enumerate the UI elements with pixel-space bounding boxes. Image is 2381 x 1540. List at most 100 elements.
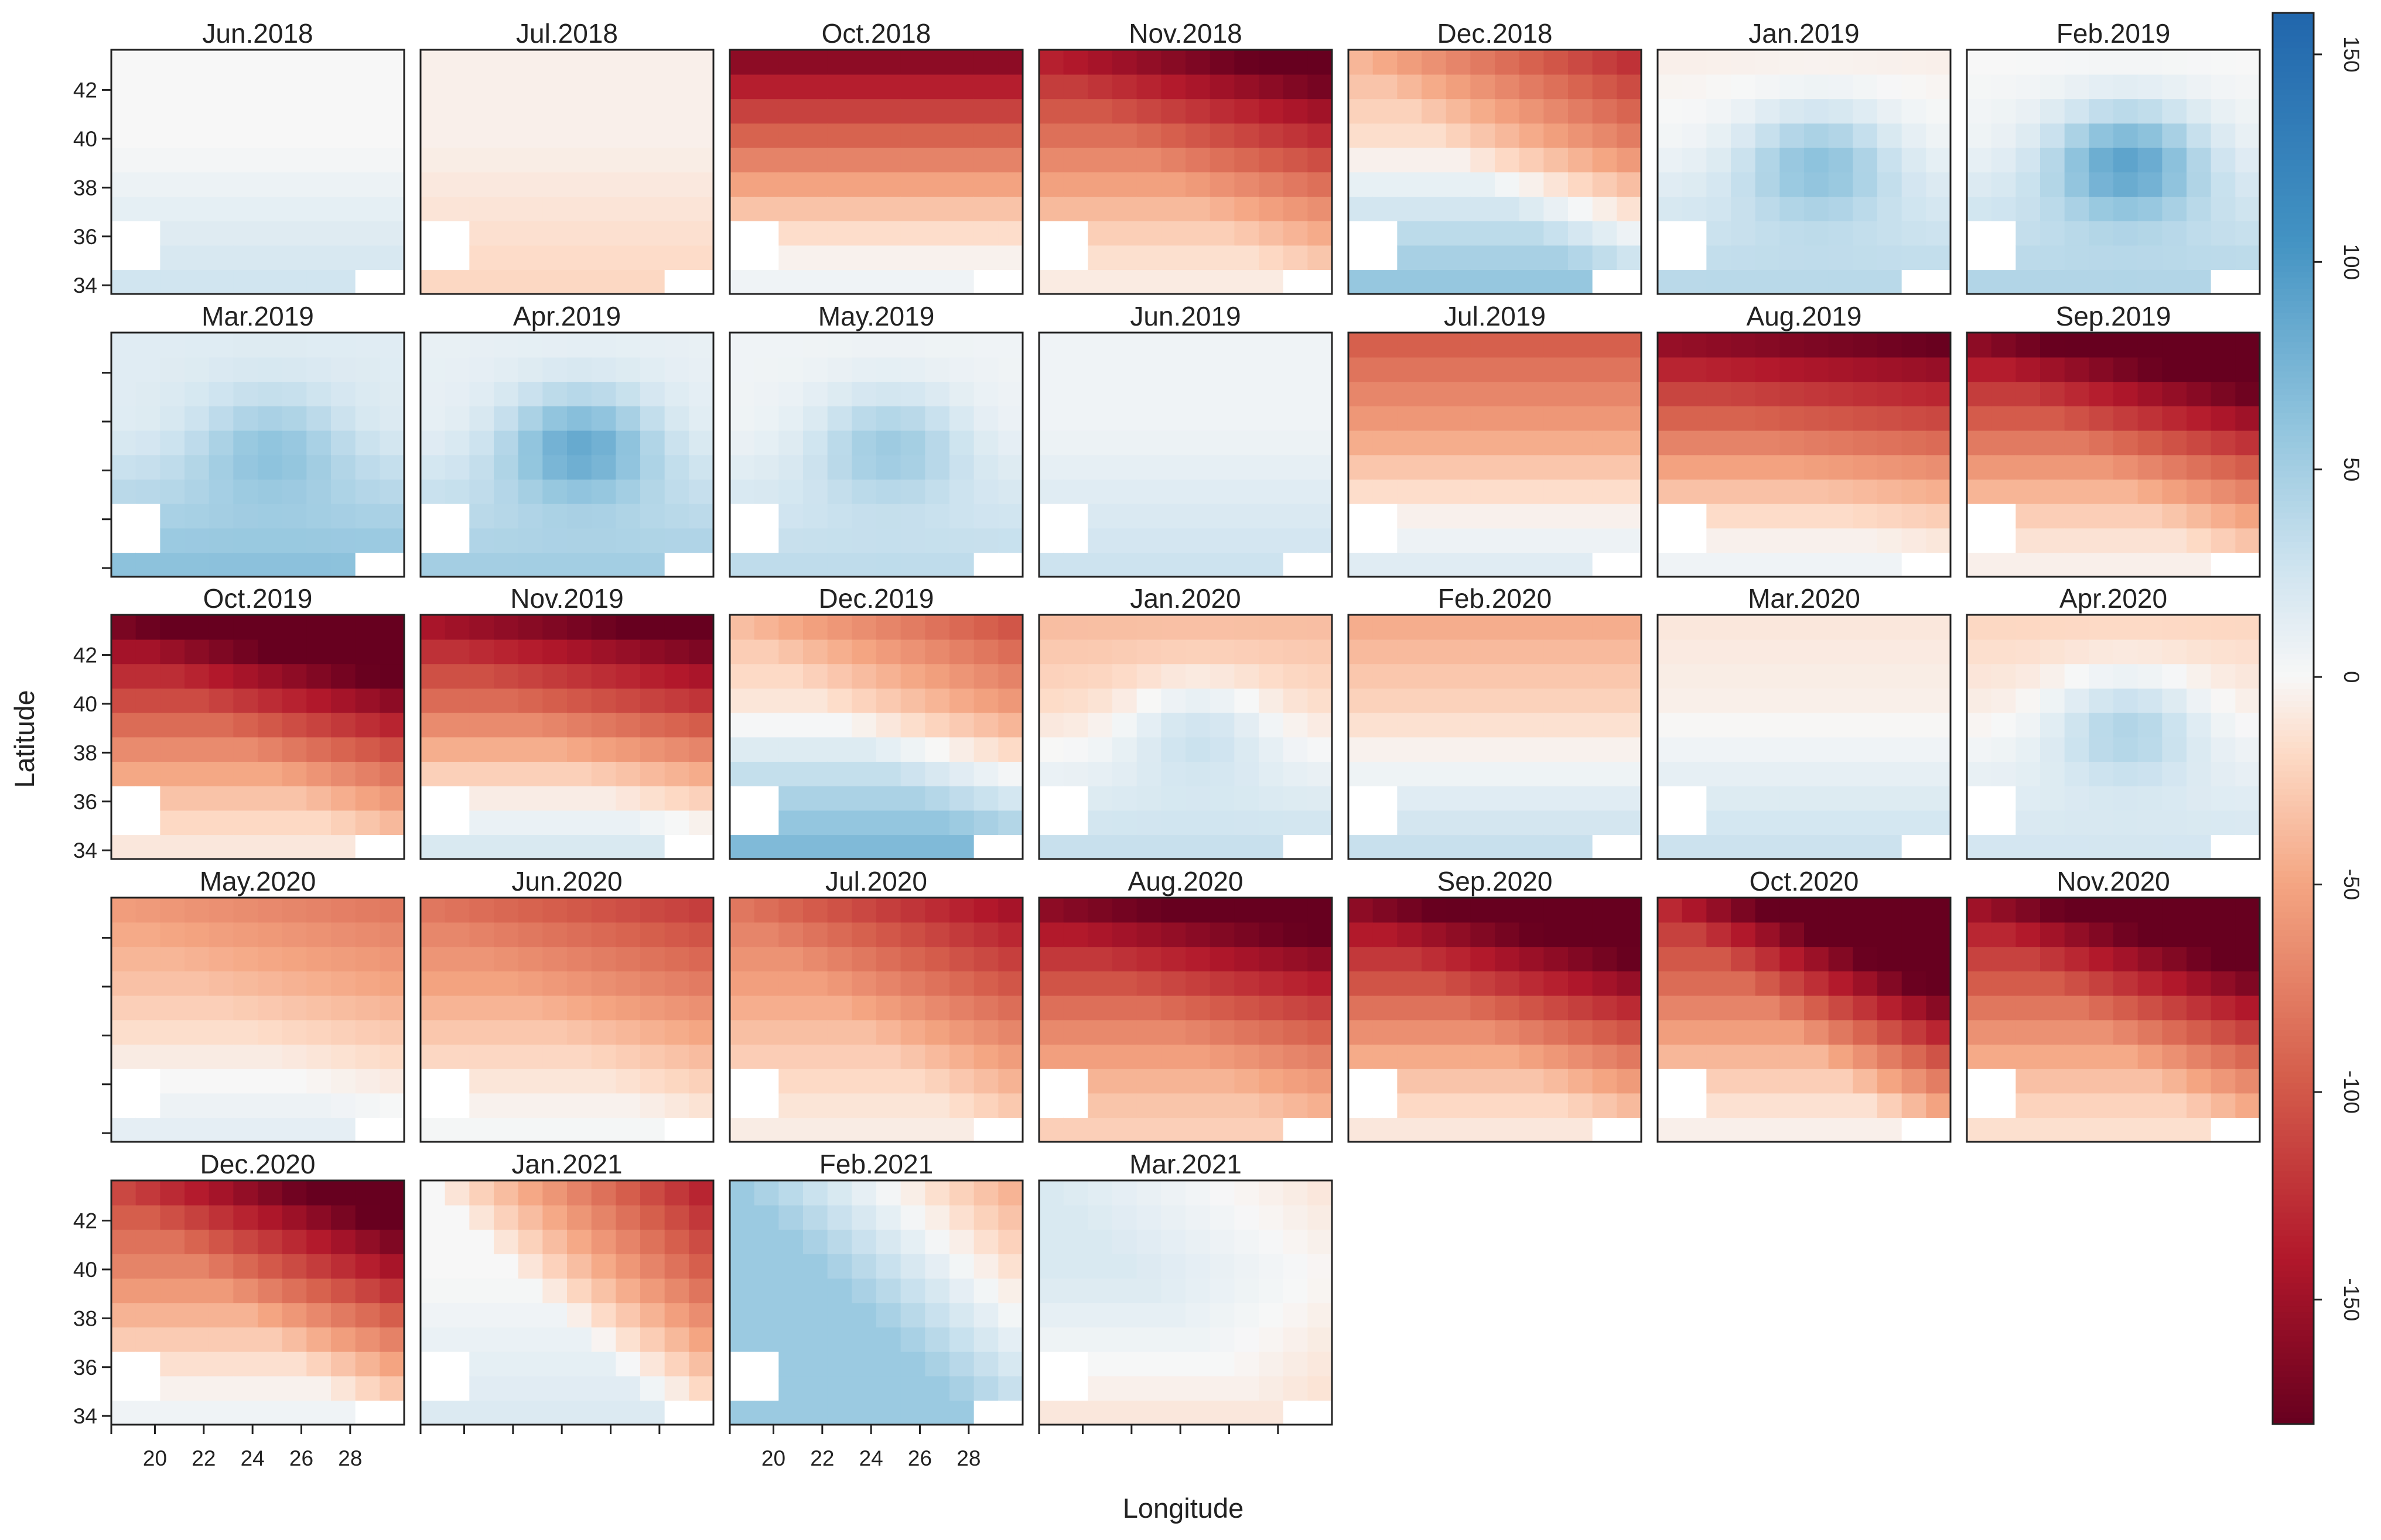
colorbar-swatch xyxy=(2273,1259,2314,1266)
heatmap-cell xyxy=(1991,922,2017,947)
heatmap-cell xyxy=(469,946,494,971)
heatmap-cell xyxy=(1210,761,1235,786)
heatmap-cell xyxy=(1348,1093,1374,1118)
heatmap-cell xyxy=(1755,172,1781,197)
heatmap-cell xyxy=(852,1278,877,1303)
heatmap-cell xyxy=(1259,615,1284,640)
colorbar-swatch xyxy=(2273,618,2314,625)
heatmap-cell xyxy=(689,245,714,271)
heatmap-cell xyxy=(1804,810,1829,836)
heatmap-cell xyxy=(1967,946,1992,971)
heatmap-cell xyxy=(664,552,690,577)
heatmap-cell xyxy=(282,1375,308,1401)
heatmap-cell xyxy=(730,123,755,148)
heatmap-cell xyxy=(494,406,519,431)
heatmap-cell xyxy=(827,995,853,1021)
heatmap-cell xyxy=(925,381,950,406)
heatmap-cell xyxy=(469,1229,494,1254)
heatmap-cell xyxy=(1519,552,1545,577)
colorbar-swatch xyxy=(2273,524,2314,531)
heatmap-cell xyxy=(2187,615,2212,640)
heatmap-cell xyxy=(233,1093,258,1118)
heatmap-cell xyxy=(2040,357,2065,382)
heatmap-cell xyxy=(640,1204,665,1230)
heatmap-cell xyxy=(518,1229,544,1254)
heatmap-cell xyxy=(1779,1117,1805,1142)
heatmap-cell xyxy=(1186,1044,1211,1069)
heatmap-cell xyxy=(282,50,308,75)
heatmap-cell xyxy=(380,761,405,786)
heatmap-cell xyxy=(1470,663,1495,689)
heatmap-cell xyxy=(1307,946,1333,971)
colorbar-tick-label: 100 xyxy=(2339,244,2363,280)
heatmap-cell xyxy=(1967,220,1992,246)
heatmap-cell xyxy=(1926,98,1951,124)
heatmap-cell xyxy=(1259,1400,1284,1425)
heatmap-cell xyxy=(640,688,665,713)
heatmap-cell xyxy=(1519,898,1545,923)
heatmap-cell xyxy=(1283,98,1309,124)
heatmap-cell xyxy=(1991,479,2017,504)
heatmap-cell xyxy=(1186,1204,1211,1230)
heatmap-cell xyxy=(1112,381,1137,406)
heatmap-cell xyxy=(135,245,161,271)
heatmap-cell xyxy=(1706,147,1731,173)
heatmap-cell xyxy=(1136,50,1162,75)
heatmap-cell xyxy=(803,1327,828,1352)
heatmap-cell xyxy=(1853,946,1878,971)
heatmap-cell xyxy=(2113,1093,2139,1118)
heatmap-cell xyxy=(2211,995,2236,1021)
heatmap-cell xyxy=(730,1278,755,1303)
heatmap-cell xyxy=(1877,898,1902,923)
heatmap-cell xyxy=(616,946,641,971)
colorbar-swatch xyxy=(2273,1277,2314,1284)
heatmap-cell xyxy=(1259,196,1284,221)
heatmap-cell xyxy=(1186,971,1211,996)
heatmap-cell xyxy=(1682,946,1707,971)
heatmap-cell xyxy=(998,761,1023,786)
heatmap-cell xyxy=(282,269,308,295)
heatmap-cell xyxy=(1926,785,1951,811)
heatmap-cell xyxy=(135,1351,161,1377)
heatmap-cell xyxy=(2187,220,2212,246)
heatmap-cell xyxy=(1283,269,1309,295)
heatmap-cell xyxy=(1853,615,1878,640)
heatmap-cell xyxy=(1283,1302,1309,1327)
heatmap-cell xyxy=(542,834,568,860)
heatmap-cell xyxy=(258,123,283,148)
heatmap-cell xyxy=(306,172,332,197)
heatmap-cell xyxy=(1853,639,1878,665)
heatmap-cell xyxy=(876,552,901,577)
heatmap-cell xyxy=(1422,50,1447,75)
heatmap-cell xyxy=(2016,430,2041,456)
colorbar-swatch xyxy=(2273,289,2314,296)
heatmap-cell xyxy=(1186,898,1211,923)
heatmap-cell xyxy=(567,688,592,713)
heatmap-cell xyxy=(827,898,853,923)
heatmap-cell xyxy=(160,430,185,456)
heatmap-cell xyxy=(1617,834,1642,860)
heatmap-cell xyxy=(1186,995,1211,1021)
heatmap-cell xyxy=(421,688,446,713)
heatmap-cell xyxy=(1519,1068,1545,1094)
heatmap-cell xyxy=(1063,663,1089,689)
heatmap-cell xyxy=(949,834,975,860)
heatmap-cell xyxy=(2016,333,2041,358)
heatmap-cell xyxy=(1658,898,1683,923)
heatmap-cell xyxy=(1706,898,1731,923)
heatmap-cell xyxy=(1617,454,1642,480)
heatmap-cell xyxy=(1877,946,1902,971)
heatmap-cell xyxy=(494,552,519,577)
heatmap-cell xyxy=(730,196,755,221)
heatmap-cell xyxy=(1397,898,1422,923)
heatmap-cell xyxy=(518,1204,544,1230)
heatmap-cell xyxy=(355,1068,381,1094)
heatmap-cell xyxy=(567,761,592,786)
panel-title: Jun.2020 xyxy=(511,866,622,896)
heatmap-cell xyxy=(1136,922,1162,947)
heatmap-cell xyxy=(664,1044,690,1069)
heatmap-cell xyxy=(2235,737,2260,762)
heatmap-cell xyxy=(1348,615,1374,640)
heatmap-cell xyxy=(1446,454,1471,480)
heatmap-cell xyxy=(1088,1400,1113,1425)
